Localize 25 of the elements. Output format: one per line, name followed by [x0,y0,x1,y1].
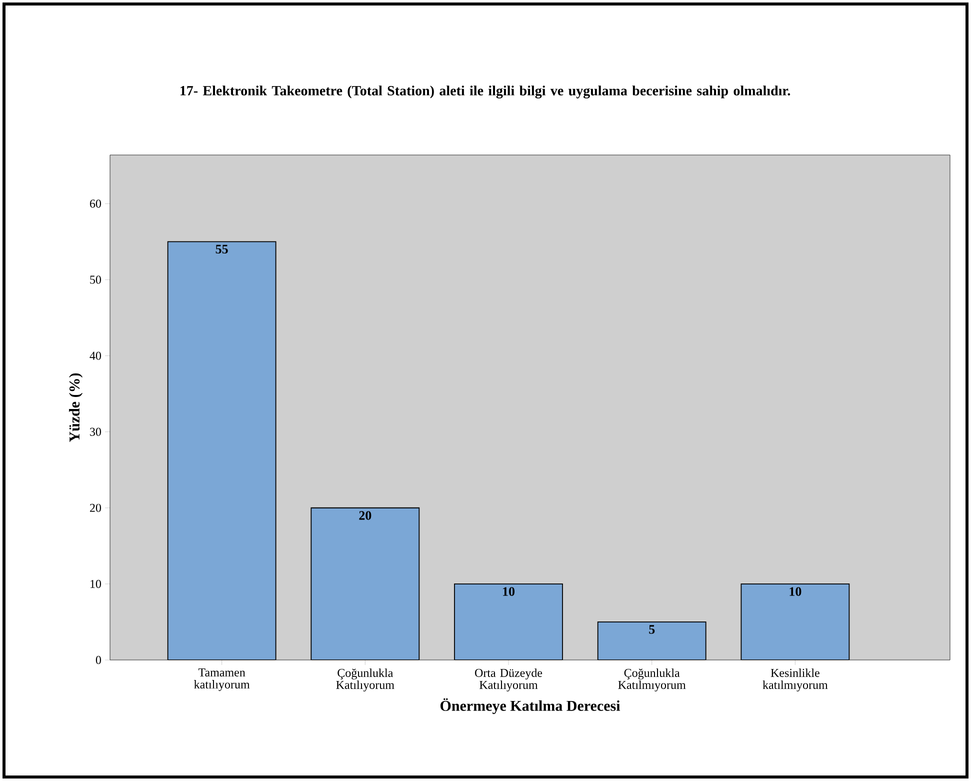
y-tick-label: 40 [90,352,102,360]
x-tick-label: Tamamen katılıyorum [194,668,250,691]
data-label: 10 [503,587,515,596]
y-tick-label: 20 [90,504,102,512]
data-label: 5 [649,625,655,634]
x-tick-label: Çoğunlukla Katılmıyorum [618,668,686,692]
bar [168,242,276,660]
bar [454,583,563,660]
y-tick-label: 30 [90,428,102,436]
data-label: 20 [359,511,372,520]
x-tick-label: Orta Düzeyde Katılıyorum [475,668,542,692]
y-tick-label: 0 [96,656,102,664]
y-tick-label: 10 [90,580,102,588]
y-axis-title: Yüzde (%) [69,373,83,442]
x-tick-label: Çoğunlukla Katılıyorum [336,668,394,692]
bar [310,507,420,660]
data-label: 55 [216,244,228,254]
data-label: 10 [790,587,802,596]
y-tick-label: 50 [90,276,102,284]
x-axis-title: Önermeye Katılma Derecesi [440,698,620,714]
bar [597,622,706,660]
y-tick-label: 60 [90,200,102,208]
chart-title: 17- Elektronik Takeometre (Total Station) aleti ile ilgili bilgi ve uygulama becerisine sahip olmalıdır. [180,86,790,98]
bar [740,583,850,660]
x-tick-label: Kesinlikle katılmıyorum [762,668,828,692]
